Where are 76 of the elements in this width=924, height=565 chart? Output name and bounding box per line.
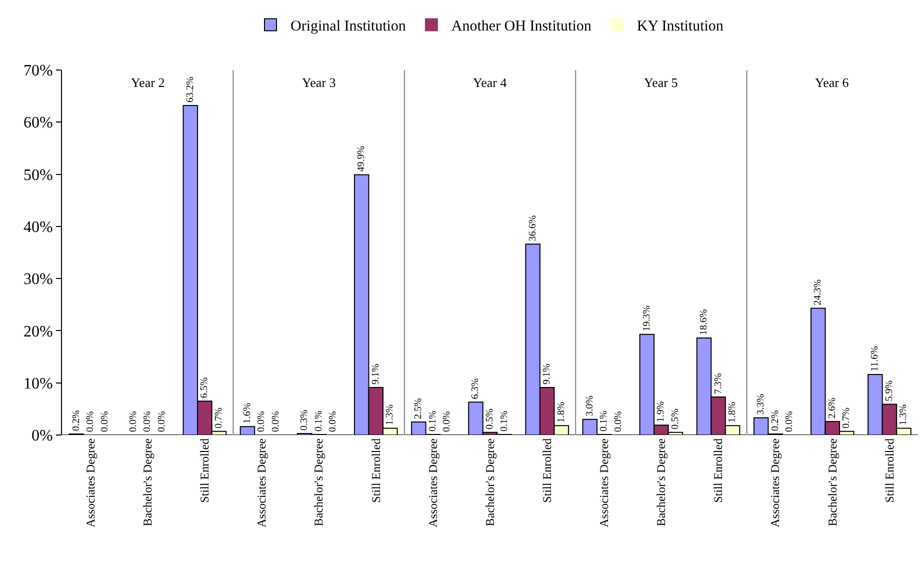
x-tick-label: Still Enrolled — [882, 438, 896, 503]
data-label: 36.6% — [527, 215, 538, 242]
data-label: 19.3% — [641, 306, 652, 332]
data-label: 0.0% — [784, 411, 796, 432]
x-tick-label: Bachelor's Degree — [482, 438, 497, 526]
x-tick-label: Associates Degree — [254, 438, 269, 528]
data-label: 0.0% — [442, 411, 453, 432]
legend-label: Another OH Institution — [451, 18, 592, 35]
data-label: 49.9% — [356, 146, 368, 172]
data-label: 0.1% — [498, 410, 510, 432]
data-label: 0.2% — [770, 410, 781, 431]
data-label: 63.2% — [184, 76, 196, 102]
data-label: 0.0% — [85, 411, 96, 432]
data-label: 1.8% — [556, 402, 567, 423]
data-label: 2.5% — [413, 398, 424, 419]
x-tick-label: Associates Degree — [768, 438, 782, 528]
annotation: Year 5 — [644, 75, 678, 90]
data-label: 6.3% — [470, 378, 482, 400]
x-tick-label: Bachelor's Degree — [654, 438, 668, 526]
data-label: 0.1% — [427, 410, 438, 432]
x-tick-label: Still Enrolled — [711, 438, 726, 503]
y-tick-label: 60% — [23, 114, 53, 132]
x-tick-label: Associates Degree — [426, 438, 440, 528]
legend-label: KY Institution — [636, 18, 724, 35]
data-label: 1.6% — [242, 402, 253, 424]
y-tick-label: 0% — [31, 428, 53, 445]
data-label: 0.0% — [142, 411, 154, 432]
data-label: 0.1% — [313, 410, 324, 432]
data-label: 0.1% — [598, 410, 610, 432]
data-label: 0.3% — [299, 410, 310, 430]
data-label: 0.5% — [484, 408, 496, 430]
x-tick-label: Still Enrolled — [198, 438, 212, 503]
y-tick-label: 20% — [23, 323, 53, 340]
y-tick-label: 50% — [23, 166, 53, 184]
data-label: 7.3% — [712, 373, 724, 394]
data-label: 3.3% — [756, 394, 767, 415]
y-tick-label: 10% — [23, 375, 53, 392]
data-label: 6.5% — [199, 377, 210, 398]
data-label: 0.5% — [670, 408, 681, 430]
data-label: 0.0% — [128, 411, 139, 432]
data-label: 18.6% — [698, 309, 710, 336]
data-label: 24.3% — [812, 279, 824, 306]
data-label: 2.6% — [826, 398, 838, 418]
annotation: Year 6 — [815, 75, 850, 90]
y-tick-label: 30% — [23, 271, 53, 288]
data-label: 0.0% — [156, 411, 168, 432]
data-label: 1.3% — [384, 404, 396, 426]
data-label: 0.0% — [612, 411, 624, 432]
data-label: 0.0% — [99, 411, 110, 432]
legend-label: Original Institution — [290, 18, 406, 35]
x-tick-label: Bachelor's Degree — [312, 438, 326, 526]
data-label: 1.9% — [656, 401, 667, 422]
data-label: 3.0% — [584, 396, 596, 416]
data-label: 0.7% — [841, 408, 852, 428]
data-label: 9.1% — [370, 364, 382, 385]
x-tick-label: Still Enrolled — [368, 438, 383, 503]
data-label: 1.8% — [727, 402, 738, 423]
annotation: Year 2 — [131, 75, 165, 90]
data-label: 0.0% — [328, 411, 339, 432]
data-label: 0.7% — [213, 408, 224, 428]
data-label: 1.3% — [898, 404, 910, 426]
x-tick-label: Bachelor's Degree — [825, 438, 840, 526]
annotation: Year 4 — [473, 75, 508, 90]
annotation: Year 3 — [302, 75, 336, 90]
data-label: 11.6% — [870, 346, 881, 372]
y-tick-label: 40% — [23, 219, 53, 236]
data-label: 9.1% — [542, 364, 553, 385]
x-tick-label: Still Enrolled — [540, 438, 554, 503]
data-label: 0.0% — [256, 411, 268, 432]
y-tick-label: 70% — [23, 62, 53, 80]
x-tick-label: Associates Degree — [83, 438, 98, 528]
x-tick-label: Bachelor's Degree — [140, 438, 154, 526]
data-label: 0.2% — [70, 410, 82, 431]
x-tick-label: Associates Degree — [597, 438, 612, 528]
data-label: 0.0% — [270, 411, 282, 432]
data-label: 5.9% — [884, 380, 895, 402]
